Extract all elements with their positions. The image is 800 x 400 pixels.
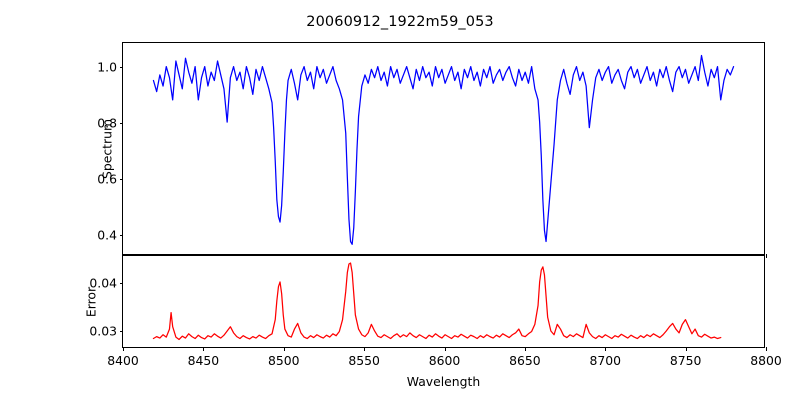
x-axis-label: Wavelength: [406, 374, 481, 389]
spectrum-y-tick: [119, 235, 123, 236]
x-tick-label: 8400: [107, 353, 139, 368]
spectrum-y-tick: [119, 122, 123, 124]
x-tick-label: 8600: [428, 353, 461, 368]
error-x-tick: [605, 347, 607, 351]
error-x-tick: [766, 347, 767, 351]
spectrum-y-tick: [119, 178, 123, 180]
error-x-tick: [685, 347, 687, 351]
error-y-tick: [119, 330, 123, 332]
spectrum-y-tick-label: 0.4: [97, 227, 117, 243]
chart-title: 20060912_1922m59_053: [306, 14, 494, 30]
spectrum-data-line: [153, 55, 733, 244]
x-tick-label: 8450: [187, 353, 220, 368]
spectrum-y-tick: [119, 66, 123, 68]
x-tick-label: 8700: [589, 353, 622, 368]
x-tick-label: 8800: [750, 353, 782, 368]
x-tick-label: 8500: [268, 353, 300, 368]
error-plot-area: [123, 256, 764, 347]
spectrum-x-tick: [766, 254, 767, 258]
error-y-tick-label: 0.04: [89, 275, 117, 290]
error-x-tick: [283, 347, 285, 351]
x-tick-label: 8550: [348, 353, 380, 368]
x-tick-label: 8650: [509, 353, 541, 368]
x-tick-label: 8750: [669, 353, 702, 368]
error-x-tick: [524, 347, 526, 351]
error-x-tick: [364, 347, 366, 351]
error-x-tick: [123, 347, 124, 351]
error-x-tick: [203, 347, 205, 351]
spectrum-y-tick-label: 1.0: [97, 59, 117, 75]
error-y-axis-label: Error: [83, 286, 99, 317]
error-data-line: [153, 263, 720, 339]
spectrum-y-axis-label: Spectrum: [99, 118, 115, 179]
spectrum-axes: Spectrum 0.4 0.6 0.8 1.0: [97, 42, 767, 258]
spectrum-plot-area: [123, 43, 764, 254]
spectrum-y-tick-label: 0.6: [97, 171, 117, 187]
error-axes: Error 0.03 0.04 8400 8450 8500 8550 8600 8650 87…: [84, 255, 782, 368]
error-x-tick: [444, 347, 446, 351]
spectrum-y-tick-label: 0.8: [97, 115, 117, 131]
error-y-tick-label: 0.03: [89, 323, 117, 339]
error-y-tick: [119, 282, 123, 284]
